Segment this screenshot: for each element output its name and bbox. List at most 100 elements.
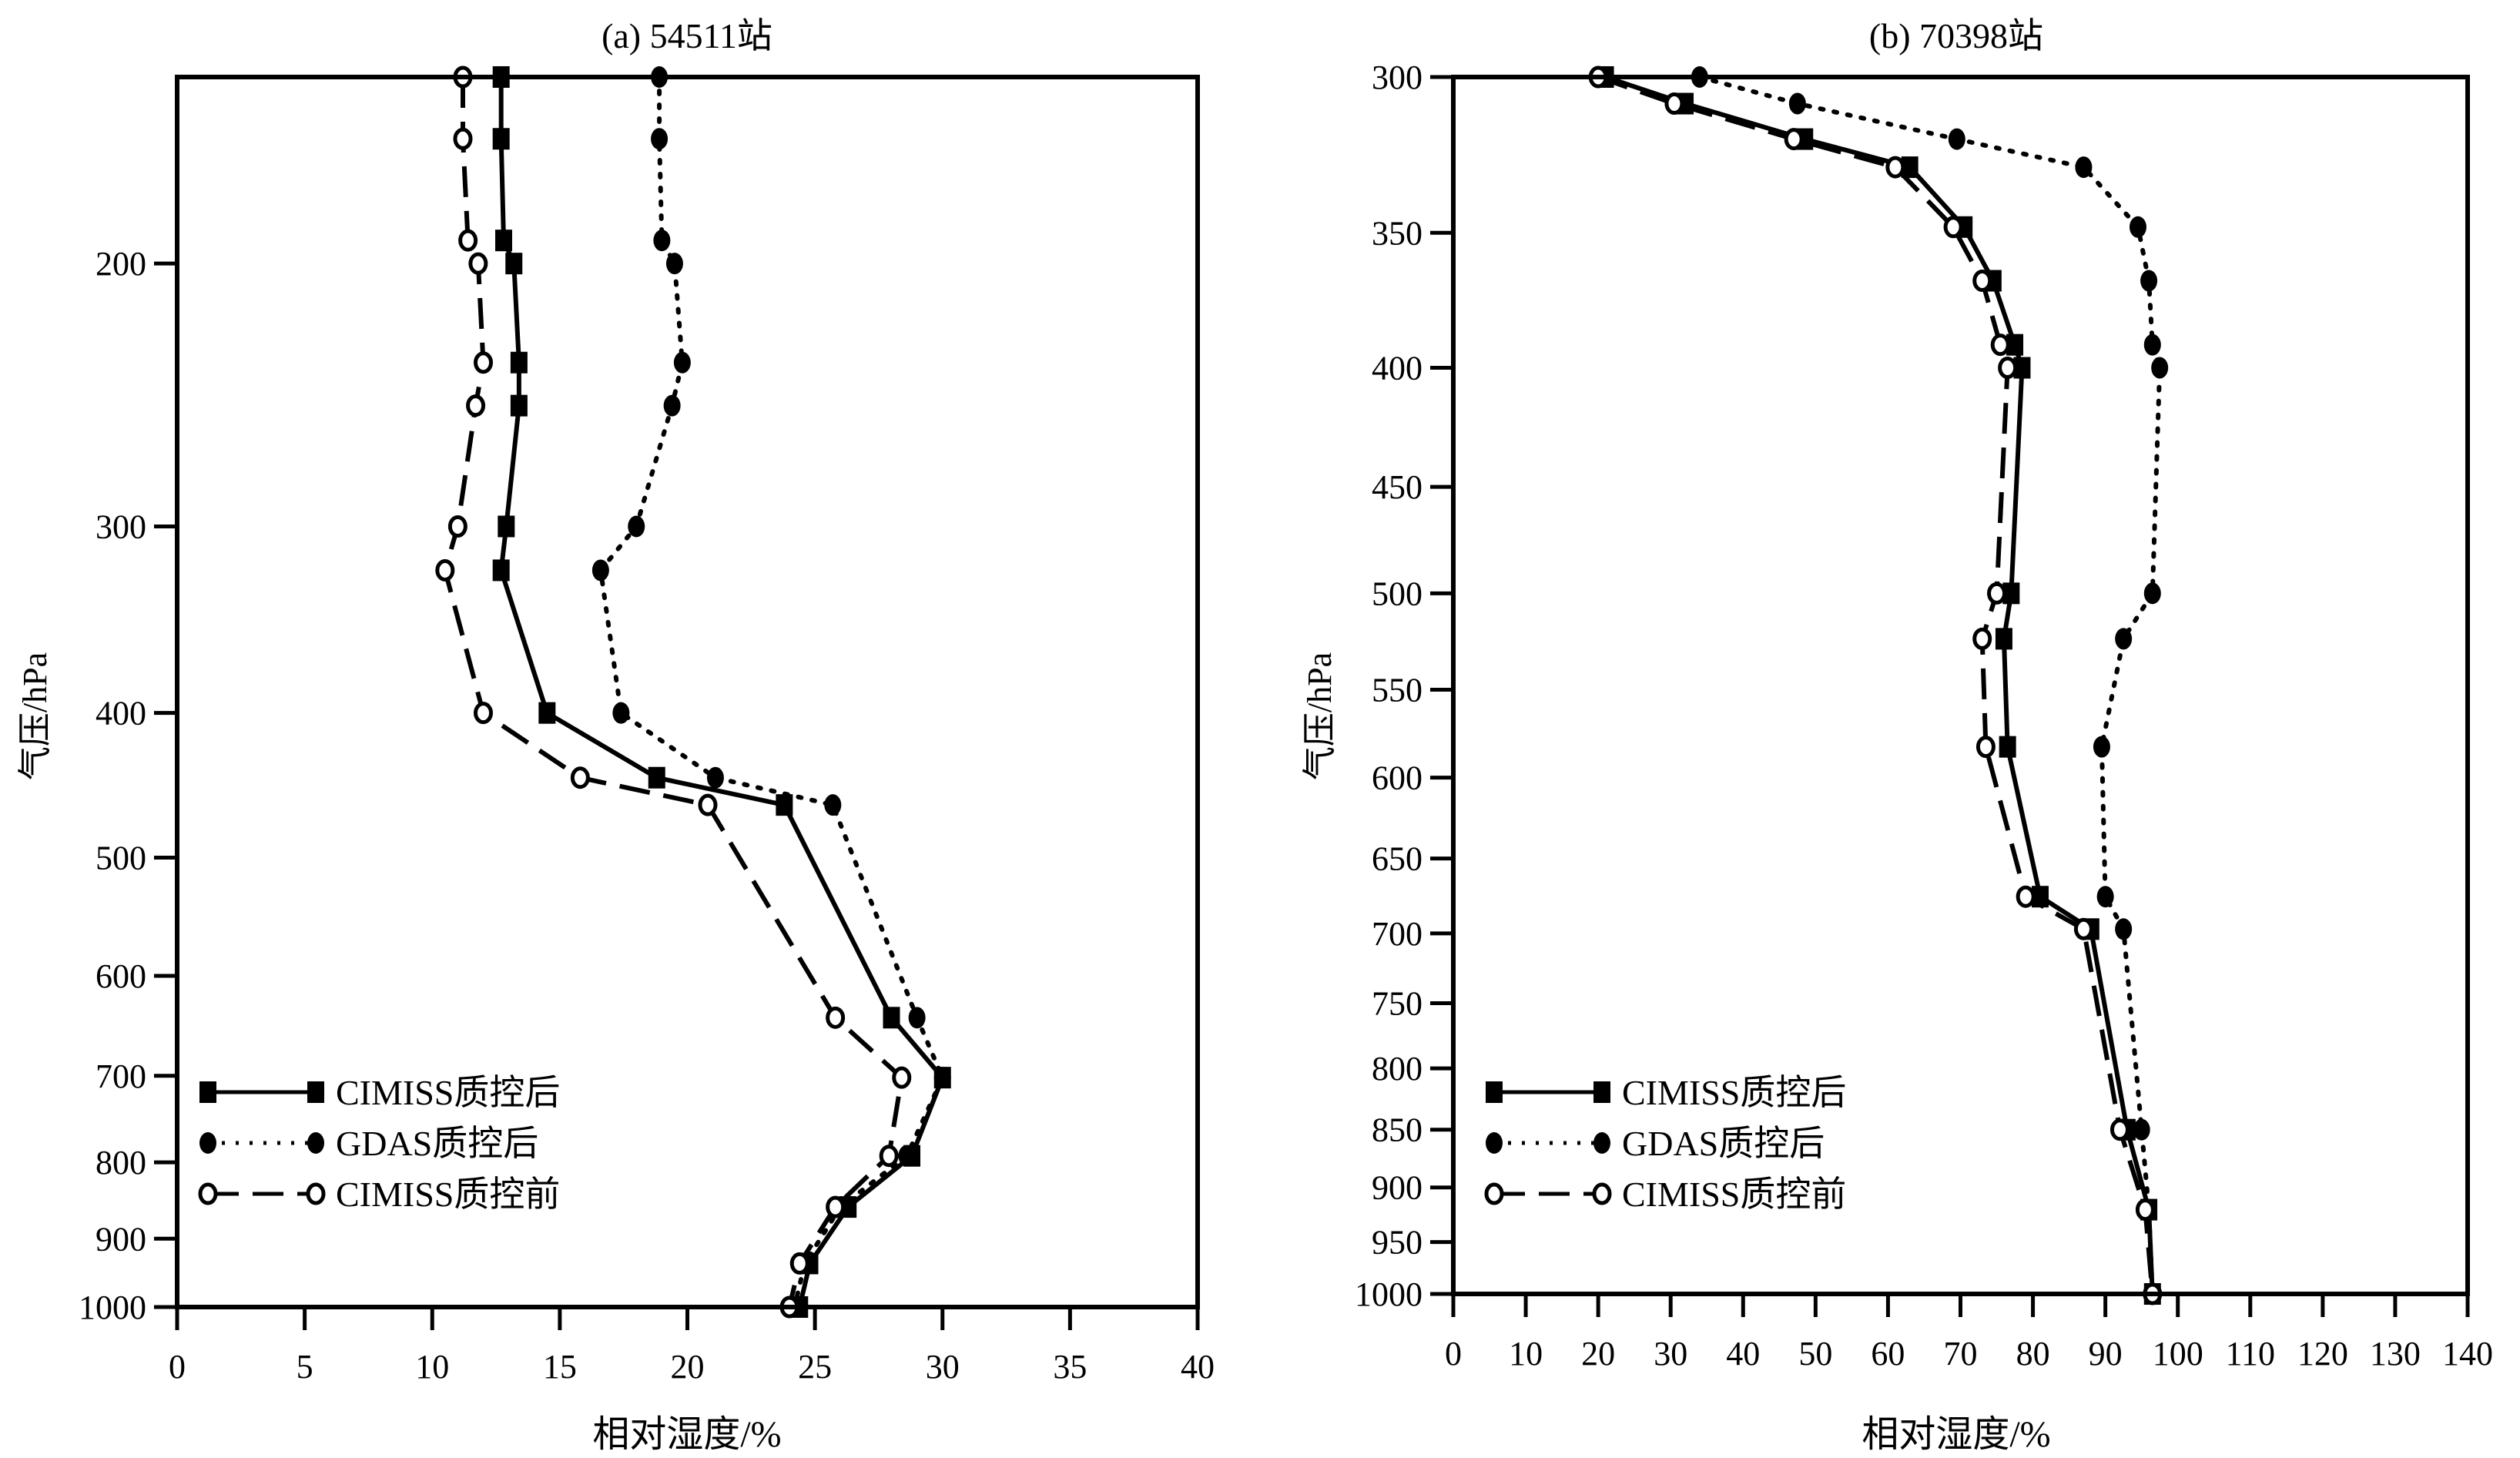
data-point — [435, 558, 455, 582]
data-point — [1943, 216, 1963, 239]
x-tick-label: 60 — [1871, 1335, 1905, 1373]
data-point — [898, 1145, 916, 1167]
panel-a: (a) 54511站 相对湿度/% 气压/hPa 0 5 10 15 20 25 30 35 4… — [16, 16, 1215, 1455]
data-point — [2013, 357, 2031, 379]
series-line — [598, 75, 946, 1309]
x-tick-label: 100 — [2153, 1335, 2203, 1373]
legend-item: CIMISS质控后 — [199, 1073, 560, 1112]
series-line — [1604, 75, 2155, 1295]
data-point — [2143, 333, 2161, 356]
x-tick-label: 30 — [1654, 1335, 1687, 1373]
data-point — [1987, 582, 2007, 605]
legend-marker — [199, 1132, 216, 1154]
data-point — [498, 515, 515, 538]
data-point — [1901, 156, 1918, 179]
legend-item: GDAS质控后 — [199, 1124, 538, 1163]
legend-label: GDAS质控后 — [336, 1124, 538, 1163]
data-point — [1975, 736, 1996, 759]
x-tick-label: 10 — [1509, 1335, 1543, 1373]
data-point — [1885, 156, 1905, 179]
panel-a-series — [435, 65, 951, 1319]
data-point — [505, 253, 523, 275]
data-point — [474, 702, 493, 725]
data-point — [591, 559, 609, 582]
series-line — [498, 77, 946, 1308]
y-tick-label: 300 — [96, 508, 146, 545]
legend-item: CIMISS质控后 — [1486, 1073, 1846, 1112]
x-tick-label: 90 — [2089, 1335, 2123, 1373]
data-point — [468, 252, 488, 275]
y-tick-label: 700 — [96, 1057, 146, 1095]
data-point — [458, 229, 478, 252]
data-point — [628, 515, 645, 538]
data-point — [879, 1145, 899, 1168]
series-3 — [435, 65, 912, 1319]
data-point — [495, 230, 512, 252]
panel-a-ylabel: 气压/hPa — [16, 652, 54, 780]
data-point — [2075, 156, 2093, 179]
legend-label: CIMISS质控后 — [1622, 1073, 1846, 1112]
data-point — [510, 394, 528, 417]
y-tick-label: 900 — [1372, 1169, 1423, 1207]
x-tick-label: 5 — [297, 1348, 313, 1386]
data-point — [1990, 333, 2010, 357]
series-2 — [1691, 66, 2169, 1305]
x-tick-label: 20 — [1581, 1335, 1615, 1373]
y-tick-label: 450 — [1372, 468, 1423, 506]
data-point — [538, 702, 556, 724]
panel-b-ticks: 0 10 20 30 40 50 60 70 80 90 100 110 120 130 140 300 350… — [1355, 59, 2493, 1373]
data-point — [2129, 216, 2146, 238]
data-point — [673, 351, 691, 374]
legend-marker — [1593, 1132, 1610, 1154]
data-point — [570, 766, 590, 789]
x-tick-label: 80 — [2016, 1335, 2050, 1373]
legend-marker — [1593, 1081, 1610, 1103]
data-point — [826, 1006, 846, 1029]
data-point — [1998, 357, 2018, 380]
legend-marker — [307, 1081, 324, 1103]
panel-b-series — [1588, 65, 2169, 1305]
panel-a-xlabel: 相对湿度/% — [592, 1414, 781, 1455]
data-point — [492, 559, 510, 582]
series-1 — [1597, 66, 2161, 1305]
y-tick-label: 800 — [1372, 1050, 1423, 1088]
legend-marker — [1592, 1182, 1612, 1205]
data-point — [651, 128, 669, 150]
x-tick-label: 140 — [2442, 1335, 2493, 1373]
legend-marker — [307, 1132, 324, 1154]
data-point — [933, 1067, 951, 1089]
data-point — [2093, 736, 2110, 758]
data-point — [892, 1066, 912, 1089]
data-point — [789, 1252, 809, 1275]
legend-marker — [199, 1081, 216, 1103]
data-point — [510, 351, 528, 374]
data-point — [447, 514, 467, 538]
y-tick-label: 400 — [1372, 350, 1423, 387]
panel-a-title: (a) 54511站 — [602, 16, 772, 55]
legend-marker — [1484, 1182, 1504, 1205]
data-point — [1948, 128, 1965, 150]
data-point — [2135, 1198, 2155, 1222]
data-point — [453, 127, 473, 150]
series-2 — [591, 66, 951, 1318]
data-point — [1788, 92, 1806, 115]
y-tick-label: 550 — [1372, 671, 1423, 709]
y-tick-label: 800 — [96, 1144, 146, 1181]
data-point — [612, 702, 630, 724]
data-point — [492, 128, 510, 150]
legend-label: CIMISS质控后 — [336, 1073, 560, 1112]
y-tick-label: 400 — [96, 695, 146, 732]
data-point — [653, 230, 671, 252]
x-tick-label: 0 — [169, 1348, 186, 1386]
data-point — [1995, 628, 2012, 650]
legend-marker — [306, 1182, 326, 1205]
y-tick-label: 500 — [96, 840, 146, 877]
data-point — [2115, 628, 2133, 650]
data-point — [2002, 582, 2020, 605]
data-point — [2143, 582, 2161, 605]
y-tick-label: 850 — [1372, 1111, 1423, 1149]
data-point — [1664, 92, 1684, 116]
data-point — [466, 394, 486, 417]
x-tick-label: 30 — [926, 1348, 960, 1386]
